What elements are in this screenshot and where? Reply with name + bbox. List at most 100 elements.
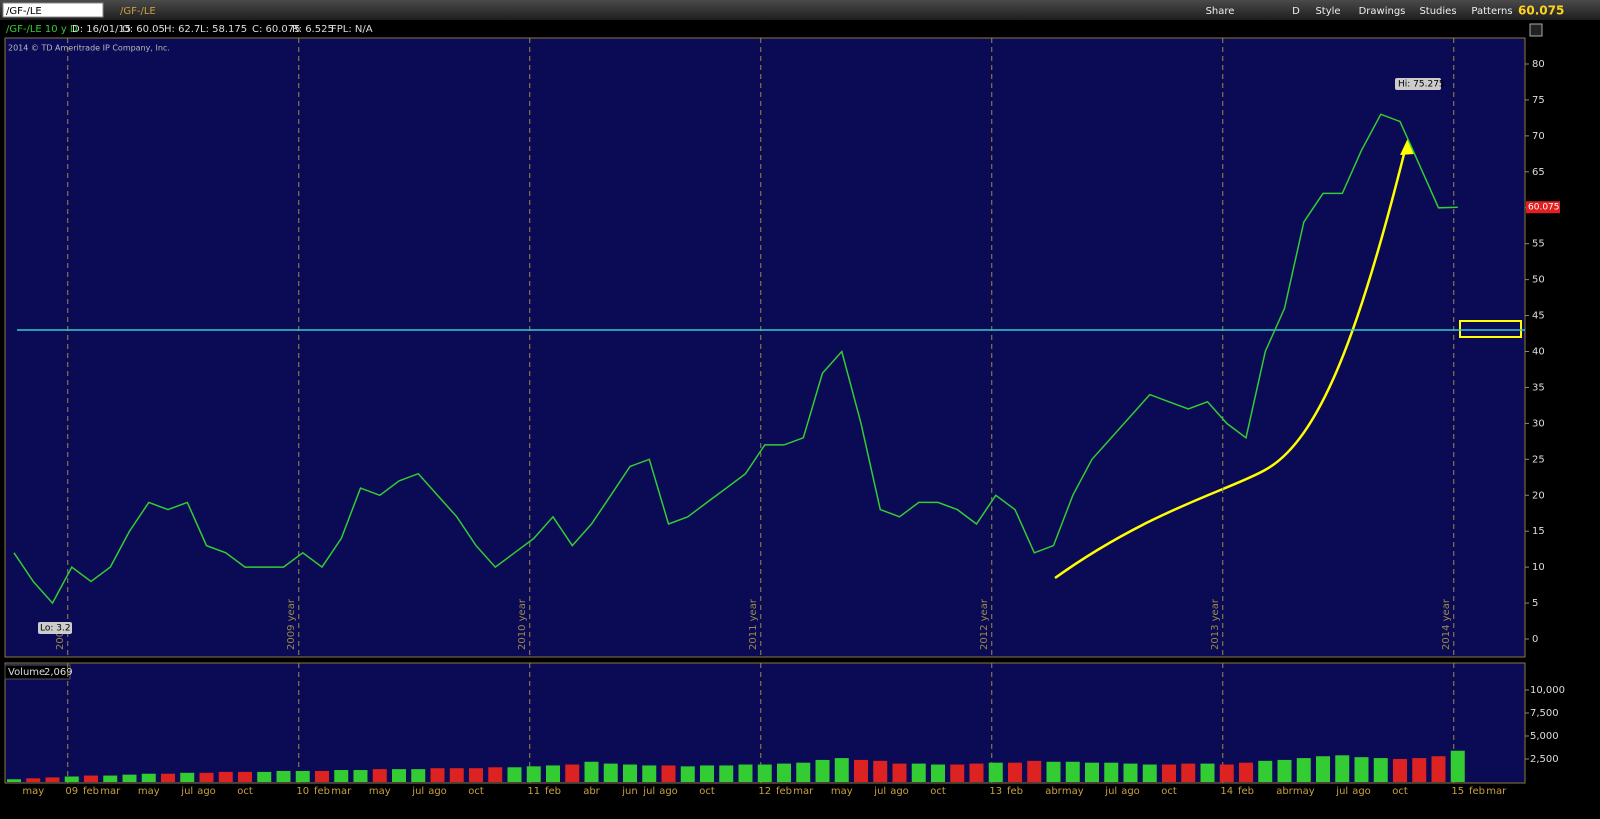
drawing-box bbox=[1459, 320, 1522, 338]
info-item: D: 16/01/15 bbox=[72, 24, 131, 35]
volume-bar bbox=[1239, 762, 1253, 782]
hi-label-box bbox=[1395, 78, 1441, 90]
volume-bar bbox=[719, 765, 734, 782]
x-tick-label: ago bbox=[659, 786, 678, 797]
period-label: 2012 year bbox=[979, 598, 990, 650]
x-tick-label: mar bbox=[793, 786, 814, 797]
x-tick-label: may bbox=[369, 786, 391, 797]
volume-bar bbox=[1123, 763, 1138, 782]
price-line bbox=[13, 113, 1458, 605]
x-tick-label: mar bbox=[100, 786, 121, 797]
volume-header bbox=[4, 664, 71, 680]
symbol-box[interactable] bbox=[2, 2, 104, 18]
x-tick-label: oct bbox=[237, 786, 253, 797]
x-tick-label: abr bbox=[1045, 786, 1062, 797]
volume-bar bbox=[777, 763, 791, 782]
arrow-head bbox=[1400, 138, 1414, 155]
volume-bar bbox=[122, 774, 137, 782]
volume-bar bbox=[1277, 759, 1292, 782]
volume-bar bbox=[218, 771, 233, 782]
volume-bar bbox=[180, 772, 195, 782]
info-item: R: 6.525 bbox=[292, 24, 334, 35]
x-tick-label: 14 bbox=[1220, 786, 1233, 797]
volume-bar bbox=[1027, 760, 1042, 782]
volume-bar bbox=[315, 770, 329, 782]
x-tick-label: feb bbox=[545, 786, 561, 797]
x-tick-label: may bbox=[138, 786, 160, 797]
volume-bar bbox=[1181, 763, 1196, 782]
volume-bar bbox=[507, 767, 522, 782]
y-tick-label: 35 bbox=[1532, 382, 1545, 393]
info-item: L: 58.175 bbox=[200, 24, 247, 35]
y-tick-label: 20 bbox=[1532, 490, 1545, 501]
x-tick-label: oct bbox=[468, 786, 484, 797]
drawing-arrow bbox=[1054, 149, 1407, 580]
x-tick-label: jul bbox=[873, 786, 886, 797]
y-tick-label: 70 bbox=[1532, 131, 1545, 142]
y-tick-label: 7,500 bbox=[1530, 708, 1559, 719]
y-tick-label: 65 bbox=[1532, 167, 1545, 178]
x-tick-label: jul bbox=[180, 786, 193, 797]
toolbar-button[interactable]: Drawings bbox=[1359, 6, 1406, 17]
toolbar-button[interactable]: D bbox=[1292, 6, 1300, 17]
volume-bar bbox=[64, 776, 79, 782]
volume-bar bbox=[969, 763, 984, 782]
x-tick-label: jul bbox=[642, 786, 655, 797]
symbol[interactable]: /GF-/LE bbox=[6, 6, 42, 17]
drawing-tool[interactable] bbox=[1529, 23, 1543, 37]
volume-bar bbox=[603, 763, 618, 782]
volume-bar bbox=[623, 764, 637, 782]
volume-bar bbox=[988, 762, 1003, 782]
volume-bar bbox=[834, 758, 849, 782]
toolbar-button[interactable]: Style bbox=[1315, 6, 1340, 17]
volume-bar bbox=[584, 761, 599, 782]
x-tick-label: feb bbox=[83, 786, 99, 797]
toolbar-button[interactable]: Share bbox=[1206, 6, 1235, 17]
last-price-box bbox=[1526, 201, 1560, 214]
y-tick-label: 0 bbox=[1532, 634, 1538, 645]
info-item: C: 60.075 bbox=[252, 24, 301, 35]
x-tick-label: feb bbox=[1469, 786, 1485, 797]
y-tick-label: 40 bbox=[1532, 347, 1545, 358]
x-tick-label: abr bbox=[1276, 786, 1293, 797]
volume-bar bbox=[45, 777, 60, 782]
volume-bar bbox=[526, 766, 541, 782]
volume-bar bbox=[411, 769, 426, 782]
x-tick-label: may bbox=[1293, 786, 1315, 797]
volume-bar bbox=[199, 772, 214, 782]
volume-bar bbox=[238, 771, 252, 782]
volume-bar bbox=[141, 773, 156, 782]
volume-bar bbox=[1335, 755, 1350, 782]
x-tick-label: mar bbox=[331, 786, 352, 797]
volume-bar bbox=[1412, 758, 1427, 782]
volume-bar bbox=[103, 775, 118, 782]
volume-bar bbox=[372, 769, 387, 782]
x-tick-label: 10 bbox=[296, 786, 309, 797]
info-item: FPL: N/A bbox=[331, 24, 373, 35]
info-item: O: 60.05 bbox=[122, 24, 165, 35]
volume-bar bbox=[469, 768, 483, 782]
volume-bar bbox=[276, 770, 291, 782]
volume-bar bbox=[931, 764, 945, 782]
volume-bar bbox=[661, 765, 676, 782]
x-tick-label: ago bbox=[1352, 786, 1371, 797]
volume-title: Volume bbox=[8, 667, 45, 678]
volume-bar bbox=[430, 768, 445, 782]
x-tick-label: feb bbox=[1238, 786, 1254, 797]
volume-bar bbox=[892, 763, 907, 782]
x-tick-label: 09 bbox=[65, 786, 78, 797]
x-tick-label: mar bbox=[1486, 786, 1507, 797]
volume-bar bbox=[1316, 756, 1330, 782]
volume-bar bbox=[1162, 764, 1176, 782]
volume-bar bbox=[1104, 762, 1119, 782]
y-tick-label: 25 bbox=[1532, 454, 1545, 465]
lo-label-box bbox=[38, 622, 72, 634]
x-tick-label: feb bbox=[314, 786, 330, 797]
toolbar-button[interactable]: Patterns bbox=[1471, 6, 1512, 17]
toolbar-button[interactable]: Studies bbox=[1419, 6, 1456, 17]
volume-bar bbox=[353, 770, 368, 782]
volume-bar bbox=[565, 764, 580, 782]
y-tick-label: 30 bbox=[1532, 418, 1545, 429]
